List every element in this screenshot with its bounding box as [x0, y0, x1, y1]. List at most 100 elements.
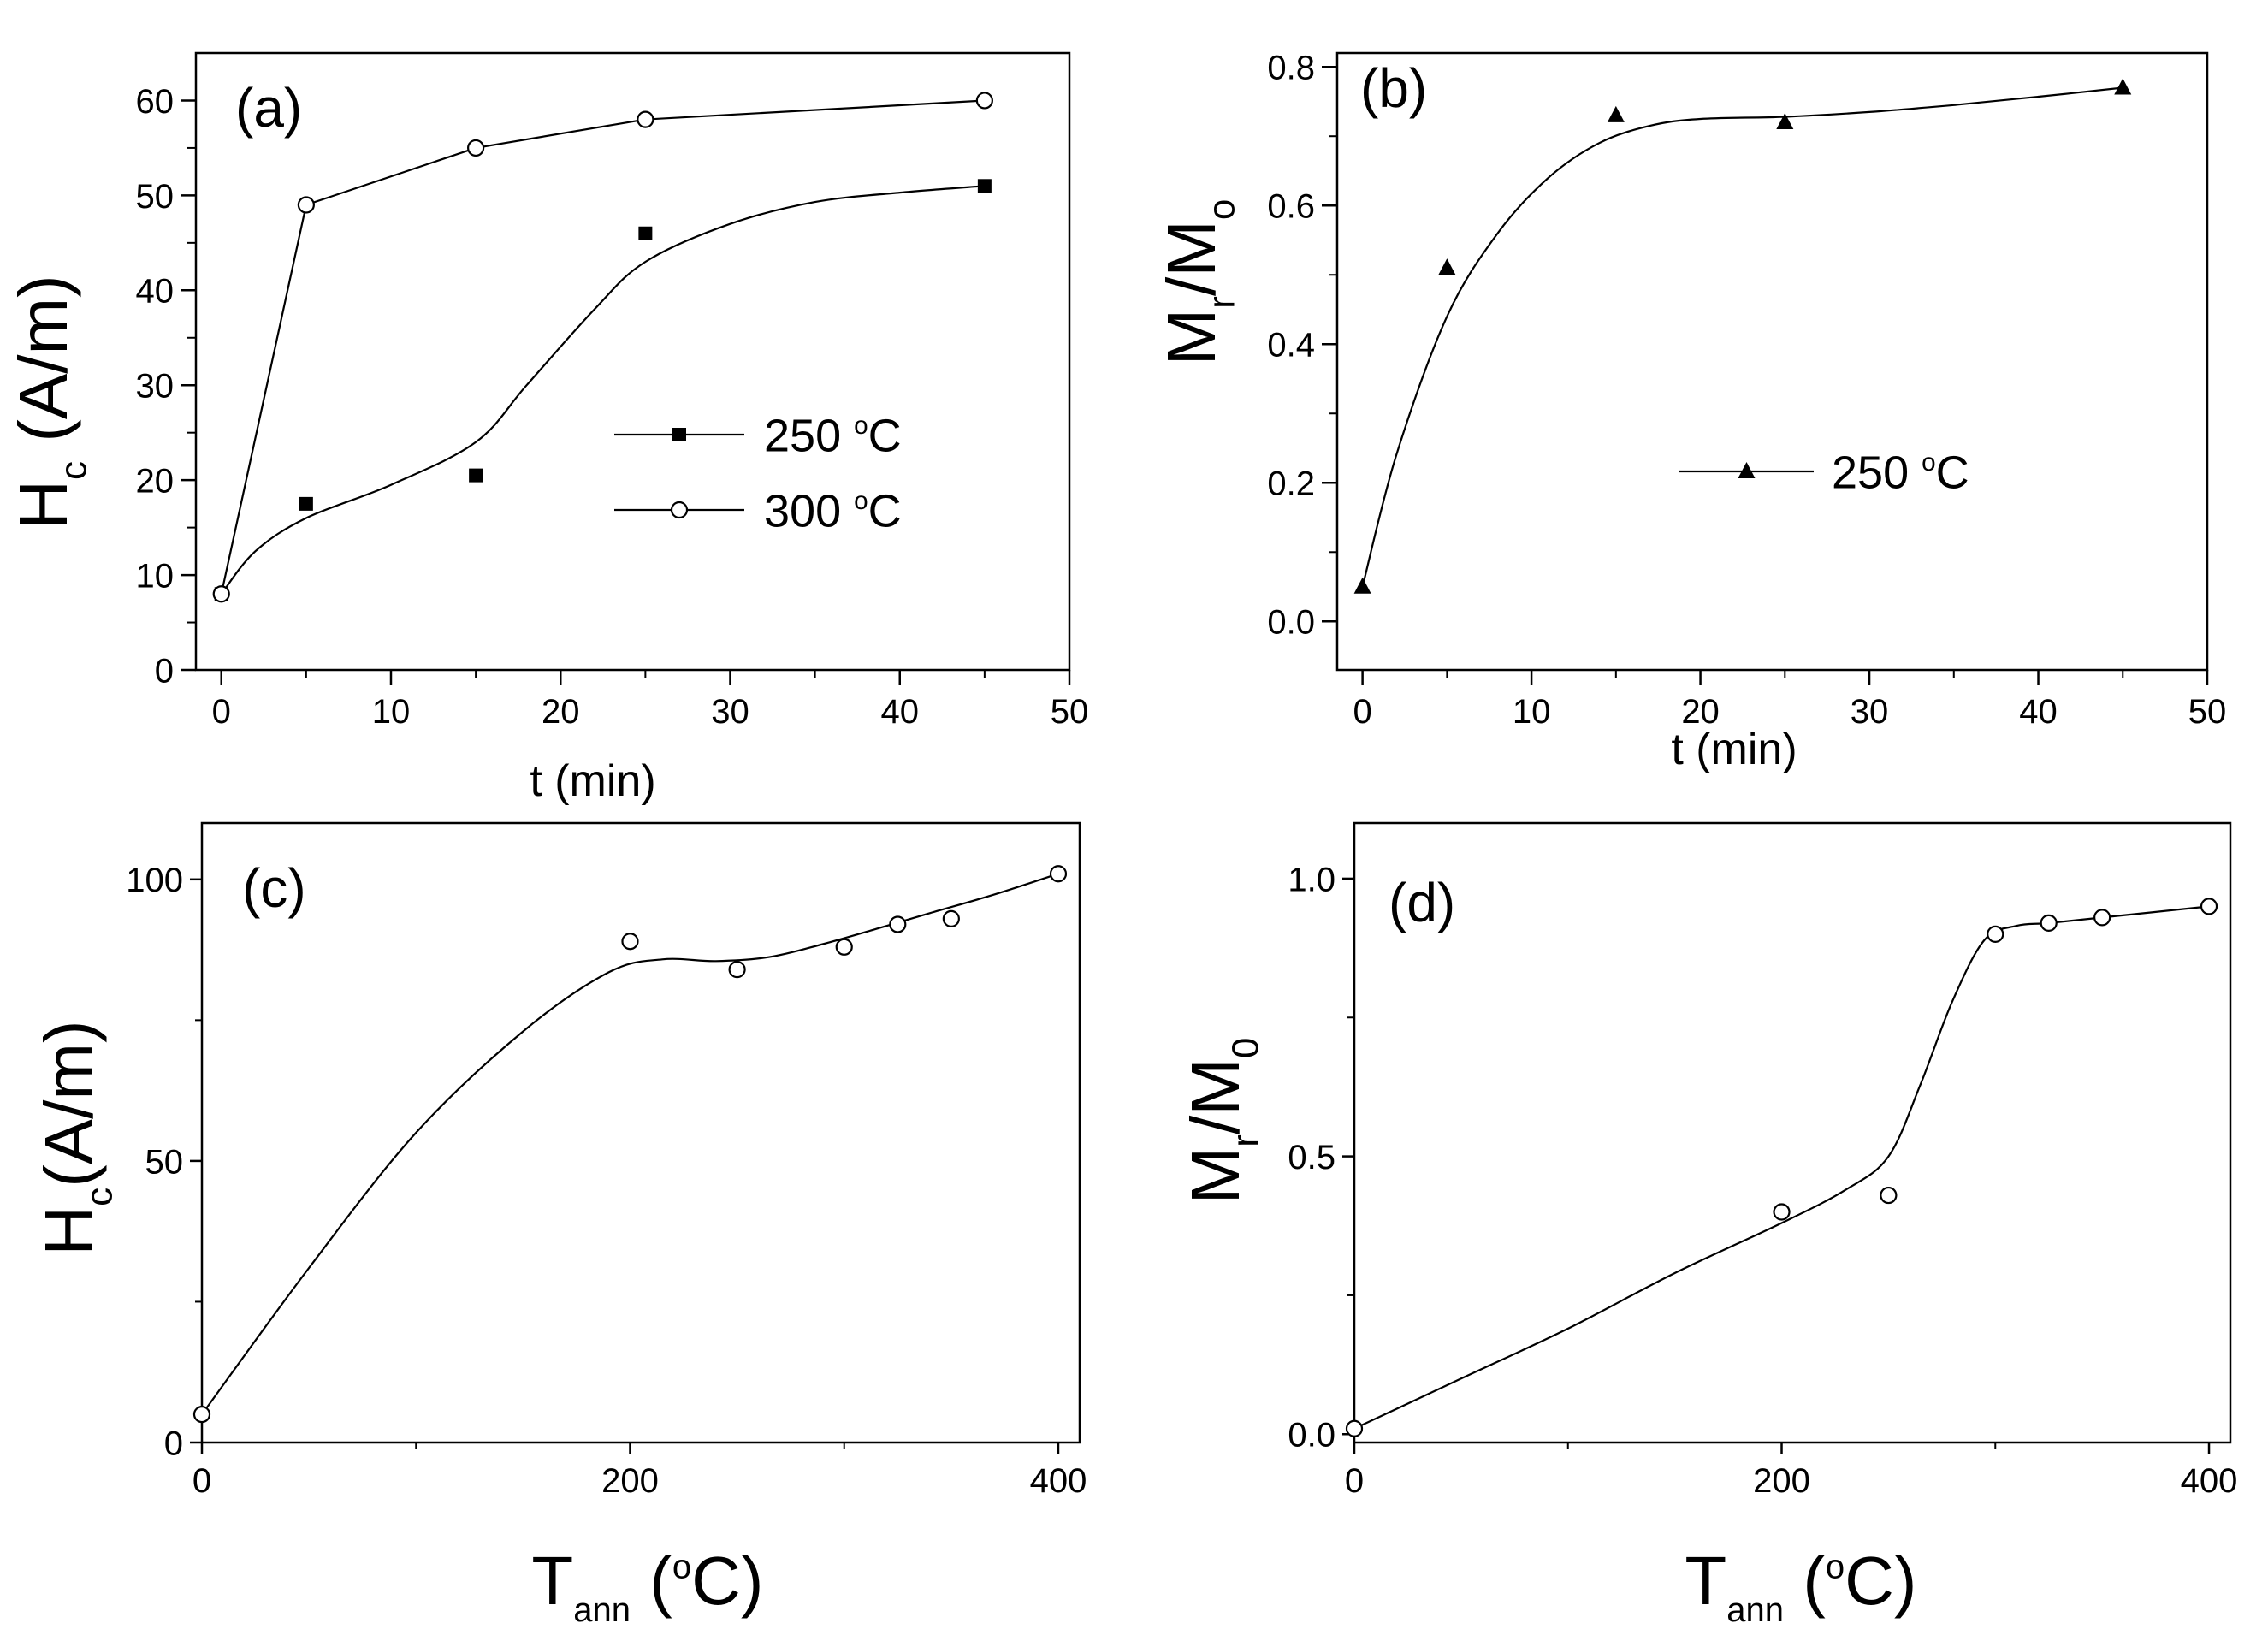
x-tick-label: 400: [1030, 1462, 1087, 1500]
x-tick-label: 10: [1513, 693, 1551, 731]
data-point: [2200, 898, 2218, 915]
y-tick-label: 100: [126, 862, 183, 899]
data-point: [469, 468, 483, 483]
data-point: [1773, 1203, 1791, 1221]
panel-b: 0 10 20 30 40 50 0.0 0.2 0.4 0.6 0.8 (b) t (min) Mr/M…: [1153, 50, 2226, 774]
x-tick-label: 0: [1345, 1462, 1364, 1500]
panel-d: 0 200 400 0.0 0.5 1.0 (d) Tann (oC) Mr/M0: [1177, 821, 2238, 1629]
data-point: [1345, 1419, 1364, 1437]
data-point: [1607, 105, 1625, 122]
series-line: [220, 185, 985, 595]
y-tick-label: 50: [136, 178, 175, 216]
legend-marker: [1738, 462, 1756, 478]
x-axis-label: t (min): [1671, 725, 1797, 774]
data-point: [2114, 78, 2132, 95]
x-axis-label: t (min): [530, 756, 655, 806]
x-tick-label: 0: [192, 1462, 211, 1500]
data-point: [1880, 1186, 1898, 1205]
data-point: [977, 179, 992, 193]
series-1: [214, 179, 992, 601]
plot-frame: [1335, 51, 2209, 672]
y-tick-label: 0.0: [1267, 604, 1315, 642]
x-tick-label: 20: [542, 693, 580, 731]
x-tick-label: 40: [880, 693, 919, 731]
y-axis-label: Hc(A/m): [31, 1020, 120, 1255]
legend-label: 250 oC: [1832, 447, 1969, 498]
data-point: [1438, 258, 1456, 275]
y-tick-label: 40: [136, 273, 175, 311]
x-tick-label: 40: [2019, 693, 2058, 731]
data-point: [835, 938, 853, 956]
data-point: [299, 496, 313, 511]
panel-label: (a): [235, 77, 302, 139]
x-tick-label: 20: [1681, 693, 1720, 731]
data-point: [975, 92, 993, 110]
x-tick-label: 30: [711, 693, 749, 731]
data-point: [638, 226, 653, 240]
data-point: [889, 915, 907, 933]
data-point: [1353, 577, 1371, 594]
x-tick-label: 50: [1051, 693, 1089, 731]
data-point: [297, 196, 315, 214]
y-tick-label: 1.0: [1288, 861, 1335, 898]
panel-label: (d): [1389, 872, 1455, 933]
data-point: [1987, 925, 2004, 943]
panel-label: (c): [242, 857, 306, 919]
y-tick-label: 0: [164, 1425, 183, 1462]
data-point: [467, 139, 485, 157]
y-tick-label: 0.0: [1288, 1417, 1335, 1454]
series-1: [1345, 898, 2218, 1437]
y-tick-label: 0.2: [1267, 465, 1315, 503]
x-tick-label: 400: [2181, 1462, 2238, 1500]
legend-marker: [672, 428, 686, 441]
series-2: [212, 92, 993, 603]
y-tick-label: 50: [145, 1143, 184, 1181]
x-axis-label: Tann (oC): [1685, 1543, 1916, 1629]
y-axis-label: Mr/Mo: [1153, 199, 1242, 366]
series-line: [1353, 905, 2210, 1430]
x-tick-label: 50: [2188, 693, 2227, 731]
plot-frame: [194, 51, 1071, 672]
panel-label: (b): [1360, 57, 1427, 119]
series-line: [1361, 86, 2123, 588]
x-tick-label: 0: [212, 693, 231, 731]
x-tick-label: 30: [1851, 693, 1889, 731]
y-tick-label: 0.6: [1267, 188, 1315, 226]
x-tick-label: 200: [601, 1462, 659, 1500]
plot-frame: [1353, 821, 2232, 1444]
y-axis-label: Hc (A/m): [5, 275, 94, 530]
x-tick-label: 10: [372, 693, 411, 731]
x-tick-label: 200: [1753, 1462, 1810, 1500]
y-tick-label: 10: [136, 557, 175, 595]
legend-entry: 250 oC: [1679, 447, 1969, 498]
data-point: [621, 933, 639, 951]
legend-entry: 300 oC: [614, 485, 902, 536]
y-axis-label: Mr/M0: [1177, 1038, 1266, 1205]
plot-frame: [200, 821, 1081, 1444]
data-point: [212, 585, 230, 603]
y-tick-label: 0.5: [1288, 1139, 1335, 1176]
panel-c: 0 200 400 0 50 100 (c) Tann (oC) Hc(A/m): [31, 821, 1087, 1629]
series-1: [192, 865, 1068, 1424]
y-tick-label: 0.4: [1267, 327, 1315, 364]
series-1: [1353, 78, 2132, 594]
x-tick-label: 0: [1353, 693, 1371, 731]
data-point: [2040, 914, 2058, 932]
panel-a: 0 10 20 30 40 50 0 10 20 30 40 50 60 (a) t (min) Hc (A/…: [5, 51, 1089, 806]
data-point: [728, 961, 746, 979]
data-point: [1776, 113, 1794, 130]
y-tick-label: 0.8: [1267, 50, 1315, 87]
legend-entry: 250 oC: [614, 410, 902, 461]
series-line: [201, 873, 1059, 1415]
data-point: [2093, 909, 2111, 927]
legend-label: 300 oC: [764, 485, 902, 536]
y-tick-label: 30: [136, 368, 175, 406]
y-tick-label: 0: [155, 652, 174, 690]
x-axis-label: Tann (oC): [531, 1543, 763, 1629]
data-point: [1049, 865, 1068, 883]
data-point: [192, 1405, 211, 1424]
data-point: [637, 110, 654, 128]
y-tick-label: 20: [136, 463, 175, 501]
data-point: [942, 909, 960, 927]
